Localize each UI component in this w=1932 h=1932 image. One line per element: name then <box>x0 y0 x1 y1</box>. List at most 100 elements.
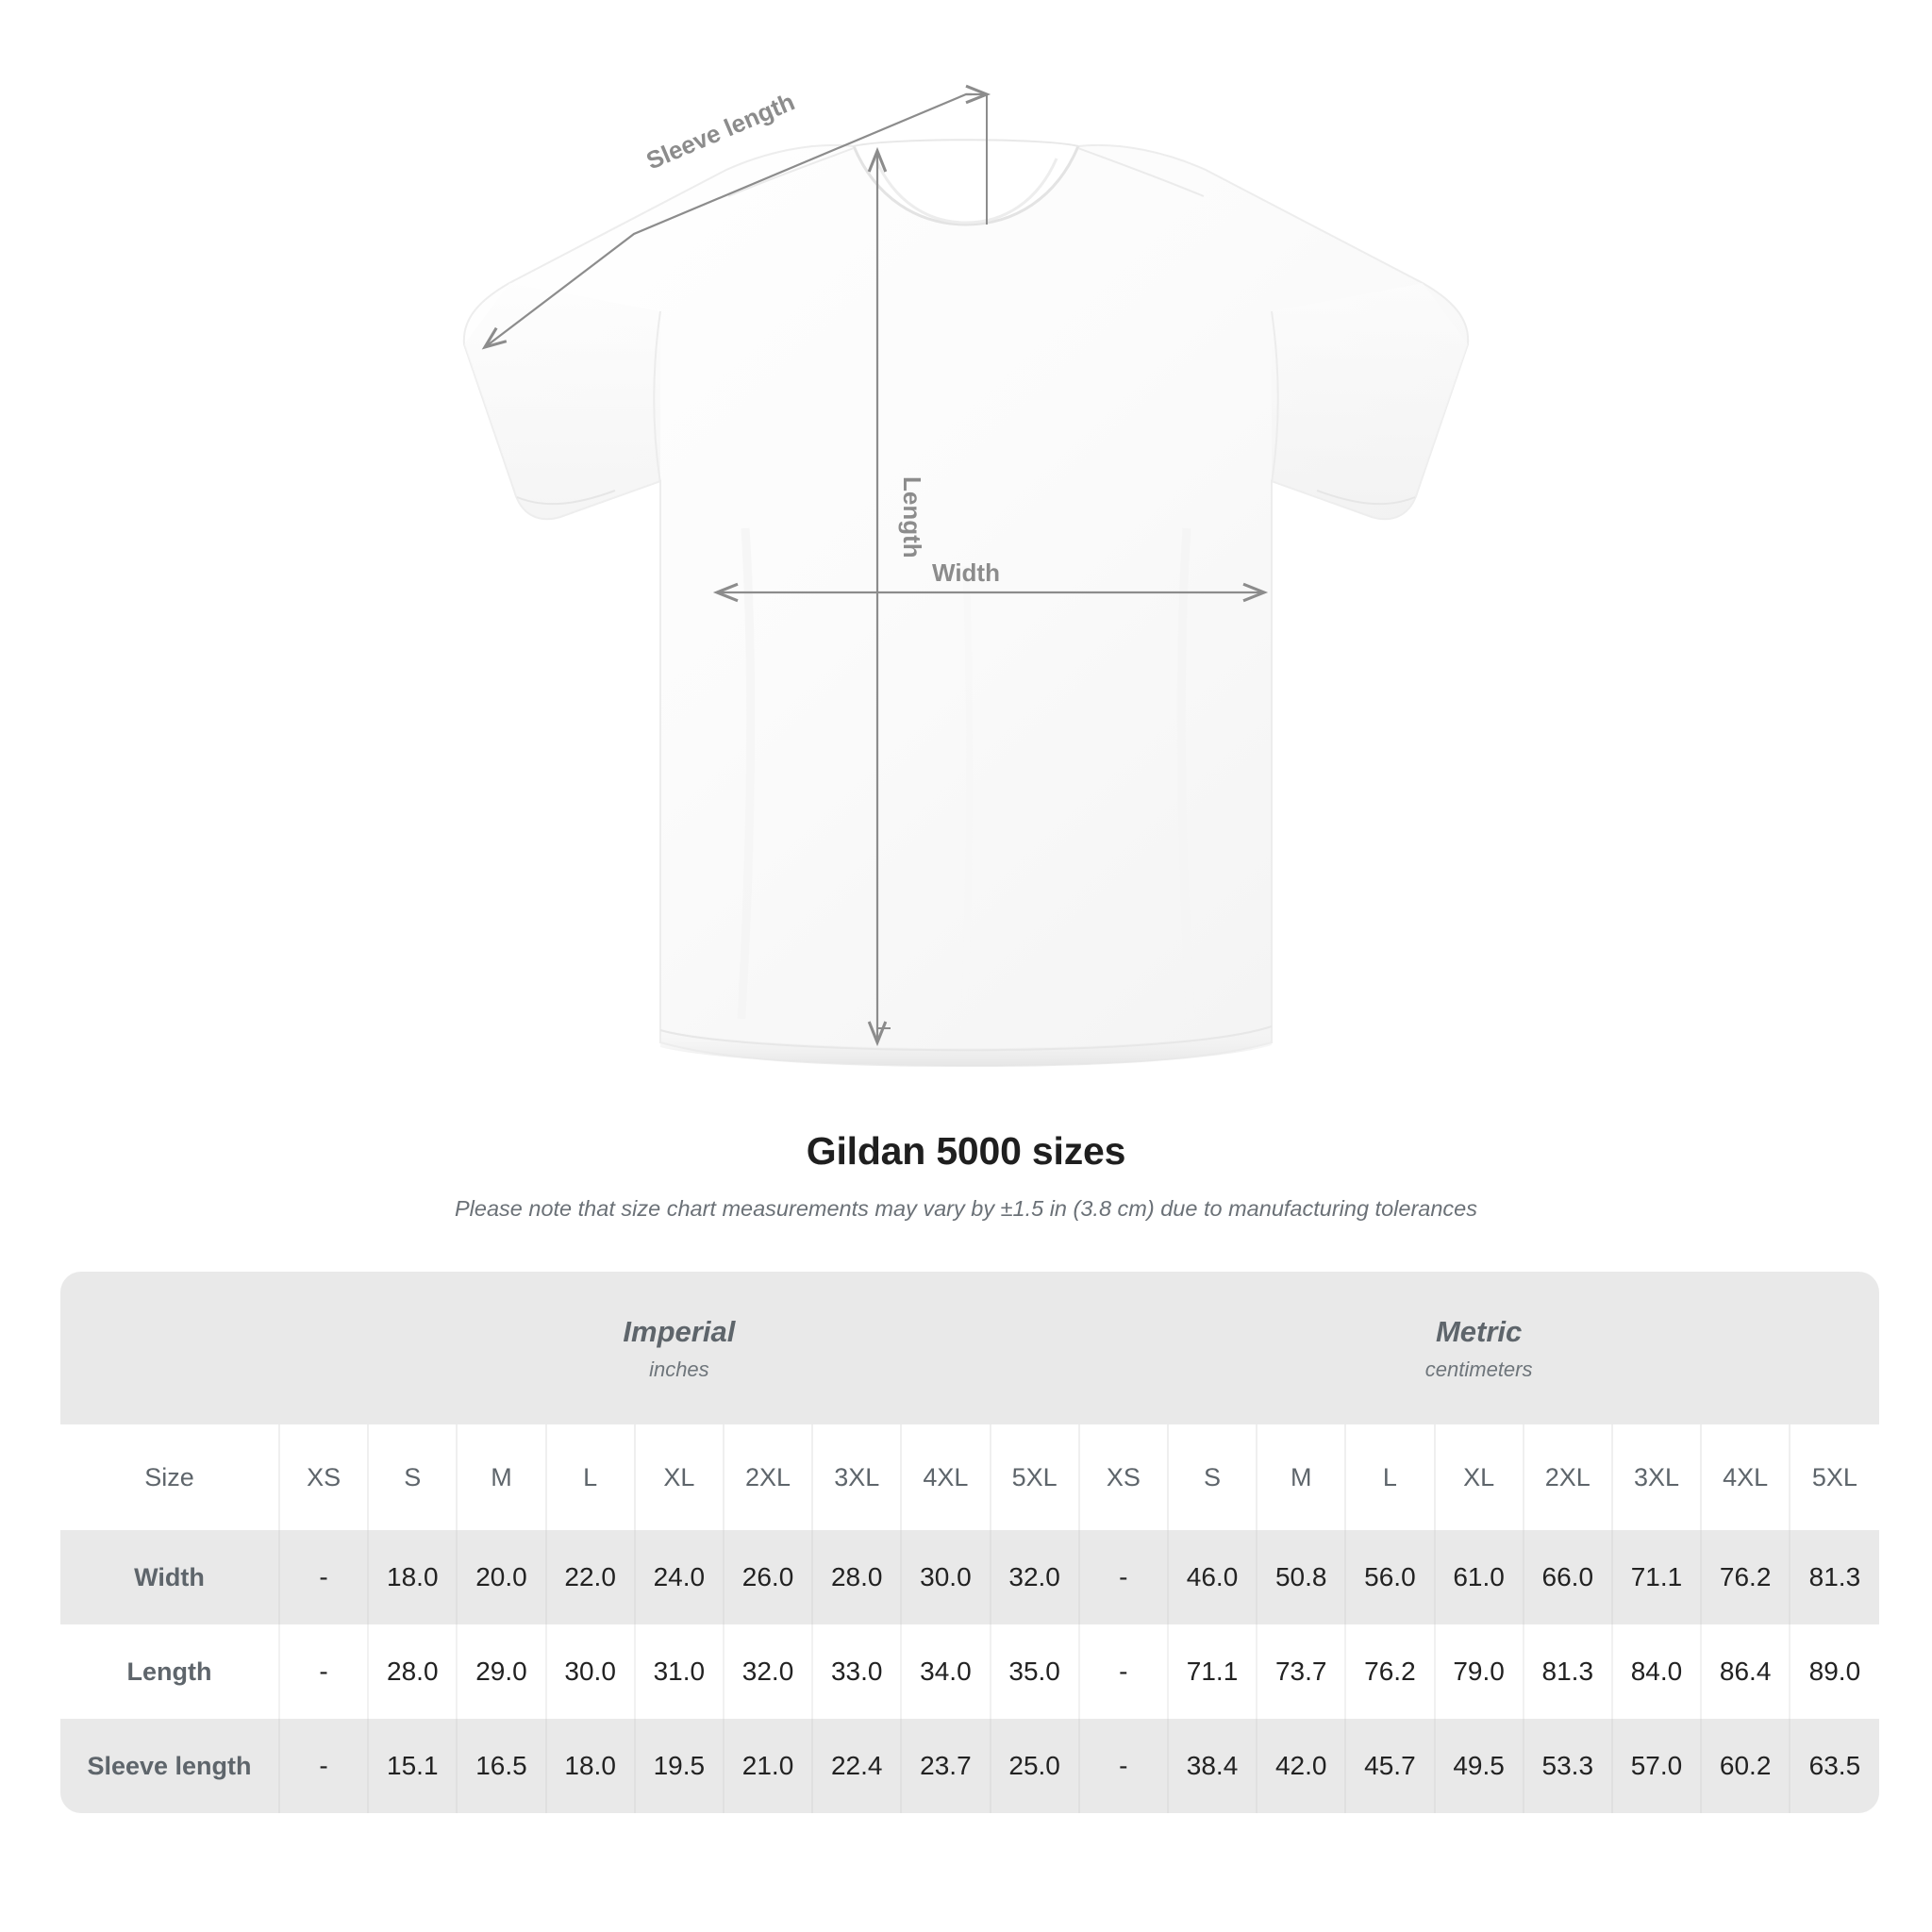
cell-width-imperial-5xl: 32.0 <box>989 1530 1079 1624</box>
size-table-wrapper: Imperial inches Metric centimeters Size … <box>60 1272 1879 1813</box>
size-col-imperial-2xl: 2XL <box>722 1424 813 1530</box>
cell-length-metric-3xl: 84.0 <box>1610 1624 1702 1719</box>
cell-length-metric-l: 76.2 <box>1344 1624 1435 1719</box>
cell-length-imperial-5xl: 35.0 <box>989 1624 1079 1719</box>
cell-width-imperial-4xl: 30.0 <box>900 1530 991 1624</box>
cell-width-metric-xs: - <box>1077 1530 1168 1624</box>
size-col-metric-4xl: 4XL <box>1700 1424 1790 1530</box>
cell-sleeve-metric-s: 38.4 <box>1166 1719 1257 1813</box>
cell-width-imperial-xl: 24.0 <box>633 1530 724 1624</box>
cell-length-metric-xs: - <box>1077 1624 1168 1719</box>
size-col-metric-m: M <box>1256 1424 1346 1530</box>
size-col-metric-s: S <box>1166 1424 1257 1530</box>
table-row: Sleeve length - 15.1 16.5 18.0 19.5 21.0… <box>60 1719 1879 1813</box>
cell-length-imperial-4xl: 34.0 <box>900 1624 991 1719</box>
cell-sleeve-imperial-5xl: 25.0 <box>989 1719 1079 1813</box>
cell-length-imperial-m: 29.0 <box>456 1624 546 1719</box>
size-col-metric-xs: XS <box>1077 1424 1168 1530</box>
size-col-imperial-3xl: 3XL <box>811 1424 902 1530</box>
table-row: Length - 28.0 29.0 30.0 31.0 32.0 33.0 3… <box>60 1624 1879 1719</box>
measurement-annotations <box>481 84 1269 1047</box>
tshirt-right-shoulder-seam <box>1077 147 1205 197</box>
cell-length-imperial-2xl: 32.0 <box>722 1624 813 1719</box>
cell-length-imperial-s: 28.0 <box>367 1624 458 1719</box>
cell-sleeve-imperial-2xl: 21.0 <box>722 1719 813 1813</box>
cell-length-imperial-xl: 31.0 <box>633 1624 724 1719</box>
size-col-imperial-4xl: 4XL <box>900 1424 991 1530</box>
cell-width-imperial-l: 22.0 <box>544 1530 635 1624</box>
cell-width-metric-2xl: 66.0 <box>1522 1530 1612 1624</box>
imperial-unit: inches <box>649 1357 709 1381</box>
cell-sleeve-imperial-4xl: 23.7 <box>900 1719 991 1813</box>
size-header-label: Size <box>60 1424 279 1530</box>
size-col-imperial-5xl: 5XL <box>989 1424 1079 1530</box>
cell-length-imperial-xs: - <box>277 1624 369 1719</box>
cell-sleeve-metric-2xl: 53.3 <box>1522 1719 1612 1813</box>
length-label: Length <box>898 476 926 558</box>
cell-sleeve-metric-3xl: 57.0 <box>1610 1719 1702 1813</box>
cell-length-metric-2xl: 81.3 <box>1522 1624 1612 1719</box>
size-table: Imperial inches Metric centimeters Size … <box>60 1272 1879 1813</box>
imperial-label: Imperial <box>623 1314 736 1348</box>
metric-unit: centimeters <box>1424 1357 1533 1381</box>
unit-header-metric: Metric centimeters <box>1078 1272 1879 1424</box>
cell-width-metric-5xl: 81.3 <box>1789 1530 1879 1624</box>
tshirt-diagram: Sleeve length Length Width <box>462 84 1470 1068</box>
cell-width-metric-m: 50.8 <box>1256 1530 1346 1624</box>
cell-sleeve-imperial-s: 15.1 <box>367 1719 458 1813</box>
cell-width-imperial-2xl: 26.0 <box>722 1530 813 1624</box>
tshirt-hem-line <box>659 1025 1273 1052</box>
cell-width-imperial-3xl: 28.0 <box>811 1530 902 1624</box>
tshirt-left-armhole <box>653 310 661 484</box>
row-label-sleeve-length: Sleeve length <box>60 1719 279 1813</box>
size-col-metric-2xl: 2XL <box>1522 1424 1612 1530</box>
cell-sleeve-metric-5xl: 63.5 <box>1789 1719 1879 1813</box>
cell-sleeve-metric-xs: - <box>1077 1719 1168 1813</box>
cell-length-metric-4xl: 86.4 <box>1700 1624 1790 1719</box>
width-label: Width <box>932 558 1000 587</box>
table-row: Width - 18.0 20.0 22.0 24.0 26.0 28.0 30… <box>60 1530 1879 1624</box>
title-block: Gildan 5000 sizes Please note that size … <box>0 1132 1932 1222</box>
cell-sleeve-metric-l: 45.7 <box>1344 1719 1435 1813</box>
cell-width-metric-s: 46.0 <box>1166 1530 1257 1624</box>
size-col-metric-5xl: 5XL <box>1789 1424 1879 1530</box>
cell-sleeve-imperial-3xl: 22.4 <box>811 1719 902 1813</box>
cell-length-metric-m: 73.7 <box>1256 1624 1346 1719</box>
cell-length-imperial-l: 30.0 <box>544 1624 635 1719</box>
size-col-metric-3xl: 3XL <box>1610 1424 1702 1530</box>
tshirt-right-sleeve-shade <box>1272 283 1468 520</box>
cell-length-metric-s: 71.1 <box>1166 1624 1257 1719</box>
cell-width-metric-4xl: 76.2 <box>1700 1530 1790 1624</box>
tshirt-fold-center <box>960 565 974 1029</box>
row-label-width: Width <box>60 1530 279 1624</box>
cell-sleeve-metric-4xl: 60.2 <box>1700 1719 1790 1813</box>
cell-sleeve-metric-xl: 49.5 <box>1433 1719 1524 1813</box>
cell-width-imperial-xs: - <box>277 1530 369 1624</box>
cell-length-imperial-3xl: 33.0 <box>811 1624 902 1719</box>
unit-header-spacer <box>60 1272 279 1424</box>
cell-length-metric-5xl: 89.0 <box>1789 1624 1879 1719</box>
tshirt-left-sleeve-hem <box>516 490 616 506</box>
tshirt-right-armhole <box>1271 310 1279 484</box>
tshirt-collar-inner <box>874 158 1058 225</box>
page-title: Gildan 5000 sizes <box>806 1129 1126 1173</box>
cell-sleeve-imperial-m: 16.5 <box>456 1719 546 1813</box>
size-col-metric-l: L <box>1344 1424 1435 1530</box>
cell-sleeve-imperial-xs: - <box>277 1719 369 1813</box>
size-col-imperial-m: M <box>456 1424 546 1530</box>
size-header-row: Size XS S M L XL 2XL 3XL 4XL 5XL XS S M … <box>60 1424 1879 1530</box>
cell-sleeve-imperial-l: 18.0 <box>544 1719 635 1813</box>
cell-width-metric-l: 56.0 <box>1344 1530 1435 1624</box>
unit-header-imperial: Imperial inches <box>279 1272 1079 1424</box>
size-col-metric-xl: XL <box>1433 1424 1524 1530</box>
size-col-imperial-s: S <box>367 1424 458 1530</box>
cell-width-imperial-s: 18.0 <box>367 1530 458 1624</box>
metric-label: Metric <box>1435 1314 1523 1348</box>
size-col-imperial-xs: XS <box>277 1424 369 1530</box>
cell-sleeve-metric-m: 42.0 <box>1256 1719 1346 1813</box>
row-label-length: Length <box>60 1624 279 1719</box>
unit-header-row: Imperial inches Metric centimeters <box>60 1272 1879 1424</box>
cell-length-metric-xl: 79.0 <box>1433 1624 1524 1719</box>
cell-width-metric-3xl: 71.1 <box>1610 1530 1702 1624</box>
